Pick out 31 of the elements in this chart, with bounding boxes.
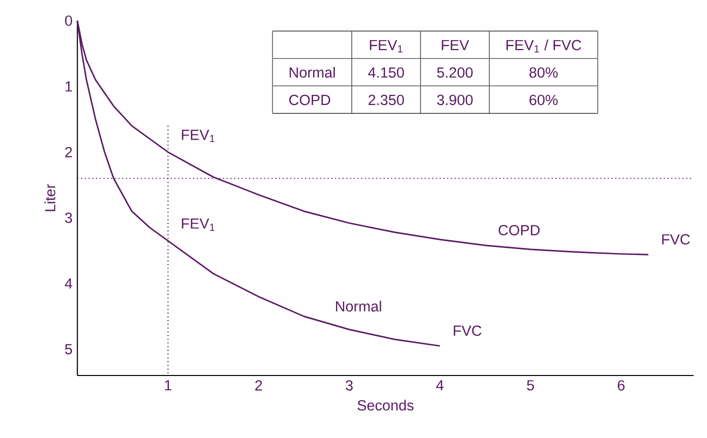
annotation: 80% [529,67,558,78]
annotation: 60% [530,94,558,106]
annotation: 2.350 [368,94,404,106]
y-tick-label: 5 [65,344,72,354]
annotation: 5.200 [437,67,473,78]
y-tick-label: 4 [64,278,72,288]
x-tick-label: 6 [618,380,625,391]
annotation: FEV$_{1}$ [182,218,214,231]
annotation: FVC [454,325,482,336]
y-tick-label: 0 [65,15,72,26]
annotation: Normal [336,300,382,312]
y-axis-title: Liter [44,184,56,212]
annotation: FEV$_{1}$ [182,130,214,142]
y-tick-label: 2 [65,146,72,158]
annotation: FEV$_{1}$ [370,40,402,52]
y-tick-label: 1 [66,81,72,92]
annotation: 4.150 [368,67,404,78]
annotation: FEV$_{1}$ / FVC [506,39,582,52]
annotation: FEV [442,40,470,50]
x-tick-label: 4 [436,380,444,390]
x-tick-label: 1 [165,380,172,390]
annotation: 3.900 [437,94,473,106]
x-tick-label: 2 [255,380,262,390]
annotation: FVC [662,234,690,244]
x-tick-label: 3 [346,380,353,391]
x-axis-title: Seconds [358,400,414,410]
x-tick-label: 5 [527,380,534,390]
annotation: COPD [498,224,540,236]
annotation: Normal [290,66,335,78]
y-tick-label: 3 [65,212,72,223]
annotation: COPD [289,94,330,106]
